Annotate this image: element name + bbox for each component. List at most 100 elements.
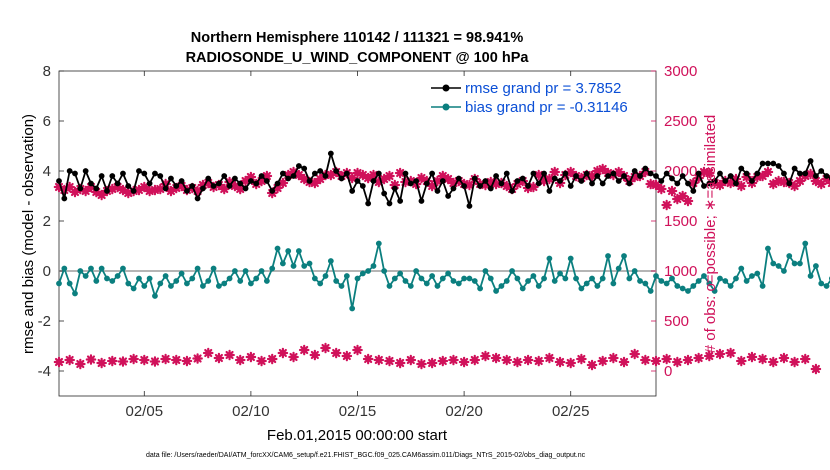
bias-point: [807, 273, 814, 279]
obs-possible-point: [426, 357, 438, 369]
obs-possible-point: [586, 359, 598, 371]
obs-assimilated-point: [112, 181, 123, 193]
bias-point: [146, 275, 153, 282]
rmse-point: [317, 168, 324, 174]
bias-point: [450, 278, 457, 284]
bias-point: [162, 273, 169, 279]
bias-point: [66, 280, 73, 287]
rmse-point: [482, 178, 489, 184]
rmse-point: [93, 185, 100, 192]
obs-assimilated-point: [730, 173, 742, 185]
rmse-point: [823, 173, 830, 179]
bias-point: [301, 263, 308, 269]
bias-point: [578, 285, 585, 292]
bias-point: [216, 283, 222, 289]
obs-assimilated-point: [298, 173, 310, 185]
bias-point: [589, 275, 595, 282]
obs-assimilated-point: [85, 181, 97, 193]
obs-assimilated-point: [432, 175, 443, 187]
bias-point: [354, 275, 361, 282]
bias-point: [295, 248, 302, 254]
obs-possible-point: [256, 355, 267, 367]
obs-possible-point: [789, 356, 800, 368]
bias-point: [237, 278, 244, 284]
rmse-point: [461, 183, 468, 189]
obs-assimilated-point: [602, 167, 614, 179]
rmse-point: [663, 170, 670, 177]
rmse-point: [498, 180, 505, 187]
rmse-point: [807, 158, 814, 164]
obs-assimilated-point: [309, 177, 321, 189]
bias-point: [749, 273, 755, 279]
obs-possible-point: [746, 351, 758, 363]
bias-point: [423, 280, 430, 287]
rmse-point: [615, 178, 622, 184]
obs-assimilated-point: [325, 169, 337, 181]
rmse-point: [210, 183, 217, 189]
obs-assimilated-point: [96, 189, 107, 201]
bias-point: [503, 278, 510, 284]
bias-point: [130, 285, 137, 292]
rmse-point: [130, 188, 137, 194]
bias-point: [445, 270, 452, 277]
obs-possible-point: [298, 344, 310, 356]
rmse-point: [770, 160, 777, 167]
rmse-point: [205, 175, 212, 182]
rmse-point: [370, 178, 377, 184]
rmse-point: [647, 170, 654, 177]
bias-point: [72, 290, 78, 297]
bias-point: [375, 240, 382, 247]
bias-point: [178, 270, 185, 277]
bias-point: [263, 278, 270, 284]
rmse-point: [765, 160, 771, 167]
obs-assimilated-point: [416, 172, 427, 184]
bias-point: [152, 293, 158, 299]
rmse-point: [525, 183, 531, 189]
obs-possible-point: [522, 354, 534, 366]
rmse-point: [690, 188, 697, 194]
bias-point: [727, 283, 734, 289]
rmse-point: [285, 175, 292, 182]
obs-possible-point: [640, 354, 651, 366]
bias-point: [797, 260, 803, 267]
bias-point: [370, 263, 377, 269]
rmse-point: [114, 180, 121, 187]
bias-point: [98, 265, 105, 272]
obs-possible-point: [394, 357, 406, 369]
obs-assimilated-point: [640, 166, 651, 178]
obs-assimilated-point: [160, 178, 171, 190]
obs-assimilated-point: [240, 175, 251, 187]
obs-assimilated-point: [704, 167, 715, 179]
obs-assimilated-point: [773, 175, 784, 187]
rmse-point: [301, 165, 308, 172]
bias-point: [311, 275, 318, 282]
obs-assimilated-point: [794, 175, 806, 187]
bias-point: [802, 240, 809, 247]
bias-point: [317, 280, 324, 287]
obs-assimilated-point: [693, 172, 704, 184]
legend-rmse-label: rmse grand pr = 3.7852: [465, 80, 621, 97]
obs-assimilated-point: [394, 167, 406, 179]
x-tick-label: 02/15: [339, 403, 377, 420]
obs-assimilated-point: [229, 180, 241, 192]
bias-point: [610, 280, 617, 287]
rmse-point: [557, 178, 563, 184]
obs-possible-point: [480, 350, 491, 362]
obs-assimilated-point: [629, 171, 640, 183]
rmse-point: [589, 180, 595, 187]
obs-assimilated-point: [805, 168, 816, 180]
bias-point: [327, 258, 334, 264]
bias-point: [631, 268, 638, 274]
bias-point: [583, 280, 590, 287]
rmse-point: [733, 180, 739, 187]
obs-possible-point: [309, 349, 321, 361]
x-tick-label: 02/25: [552, 403, 590, 420]
x-tick-label: 02/20: [445, 403, 483, 420]
obs-assimilated-point: [714, 179, 726, 191]
obs-assimilated-point: [661, 199, 672, 211]
rmse-point: [818, 168, 825, 174]
bias-point: [530, 273, 537, 279]
obs-assimilated-point: [677, 190, 688, 202]
rmse-point: [82, 168, 89, 174]
obs-assimilated-point: [741, 171, 752, 183]
